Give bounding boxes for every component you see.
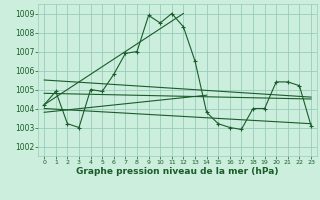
- X-axis label: Graphe pression niveau de la mer (hPa): Graphe pression niveau de la mer (hPa): [76, 167, 279, 176]
